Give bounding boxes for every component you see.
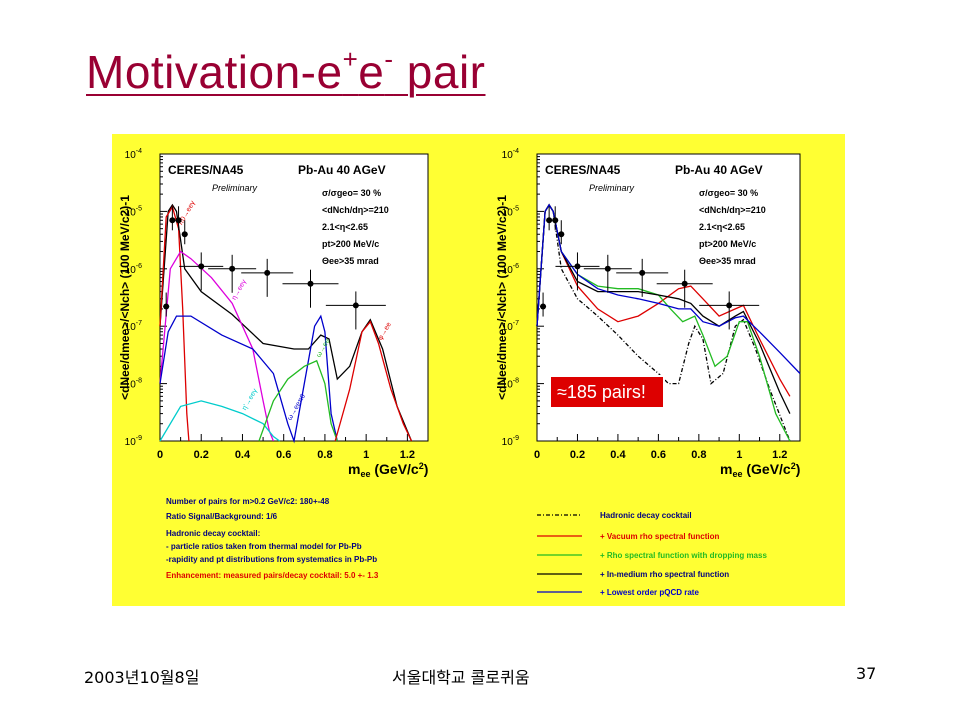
data-point <box>558 231 565 238</box>
y-axis-label: <dNee/dmee>/<Nch> (100 MeV/c2)-1 <box>495 195 509 400</box>
cut-label: 2.1<η<2.65 <box>322 222 368 232</box>
cut-label: Θee>35 mrad <box>322 256 379 266</box>
x-tick-label: 0.6 <box>276 449 291 461</box>
preliminary-label: Preliminary <box>589 183 635 193</box>
cut-label: σ/σgeo= 30 % <box>322 188 381 198</box>
cut-label: pt>200 MeV/c <box>322 239 379 249</box>
data-point <box>163 303 170 310</box>
series-line <box>334 320 413 442</box>
annotation-line: Enhancement: measured pairs/decay cockta… <box>166 571 379 580</box>
series-line <box>536 203 801 374</box>
figure-panel: 0 0.2 0.4 0.6 0.8 1 1.2 10-9 10-8 10-7 10-6 10-5 10-… <box>112 134 845 606</box>
slide-title: Motivation-e+e- pair <box>86 44 486 98</box>
series-line <box>258 359 338 442</box>
system-label: Pb-Au 40 AGeV <box>675 163 763 177</box>
cut-label: <dNch/dη>=210 <box>322 205 389 215</box>
callout-box <box>549 375 665 409</box>
data-point <box>175 217 182 224</box>
x-axis-label: mee (GeV/c2) <box>720 461 800 479</box>
plot-frame <box>159 153 429 442</box>
data-point <box>181 231 188 238</box>
y-tick-label: 10-9 <box>125 435 142 448</box>
x-tick-label: 0.8 <box>317 449 332 461</box>
cut-label: <dNch/dη>=210 <box>699 205 766 215</box>
annotation-line: Hadronic decay cocktail: <box>166 529 260 538</box>
annotation-line: - particle ratios taken from thermal mod… <box>166 542 362 551</box>
legend-label: + Vacuum rho spectral function <box>600 532 719 541</box>
x-tick-label: 0.4 <box>235 449 251 461</box>
series-line <box>159 250 275 442</box>
series-line <box>159 314 338 444</box>
cut-label: σ/σgeo= 30 % <box>699 188 758 198</box>
data-point <box>639 269 646 276</box>
system-label: Pb-Au 40 AGeV <box>298 163 386 177</box>
x-tick-label: 0 <box>534 449 540 461</box>
cut-label: 2.1<η<2.65 <box>699 222 745 232</box>
series-line <box>536 203 791 442</box>
x-tick-label: 1.2 <box>772 449 787 461</box>
x-tick-label: 0.6 <box>651 449 666 461</box>
data-point <box>552 217 559 224</box>
x-tick-label: 1 <box>736 449 742 461</box>
x-tick-label: 0.8 <box>691 449 706 461</box>
data-point <box>307 280 314 287</box>
x-tick-label: 0 <box>157 449 163 461</box>
x-tick-label: 0.2 <box>194 449 209 461</box>
annotation-line: Ratio Signal/Background: 1/6 <box>166 512 278 521</box>
experiment-label: CERES/NA45 <box>545 163 621 177</box>
series-line <box>159 203 413 442</box>
y-tick-label: 10-4 <box>125 148 142 161</box>
page-number: 37 <box>856 664 877 683</box>
preliminary-label: Preliminary <box>212 183 258 193</box>
x-tick-label: 1.2 <box>400 449 415 461</box>
chart-2: 0 0.2 0.4 0.6 0.8 1 1.210-910-810-710-610-510-… <box>495 148 801 479</box>
data-point <box>198 263 205 270</box>
cut-label: Θee>35 mrad <box>699 256 756 266</box>
plots-canvas: 0 0.2 0.4 0.6 0.8 1 1.210-910-810-710-610-510-… <box>118 148 801 597</box>
chart-1: 0 0.2 0.4 0.6 0.8 1 1.210-910-810-710-610-510-… <box>118 148 429 479</box>
legend-label: Hadronic decay cocktail <box>600 511 692 520</box>
legend-label: + Lowest order pQCD rate <box>600 588 699 597</box>
x-axis-label: mee (GeV/c2) <box>348 461 428 479</box>
annotation-line: -rapidity and pt distributions from syst… <box>166 555 377 564</box>
footer-date: 2003년10월8일 <box>84 668 200 687</box>
data-point <box>229 265 236 272</box>
data-point <box>264 269 271 276</box>
data-point <box>352 302 359 309</box>
series-line <box>159 400 280 442</box>
experiment-label: CERES/NA45 <box>168 163 244 177</box>
x-tick-label: 0.2 <box>570 449 585 461</box>
data-point <box>726 302 733 309</box>
data-point <box>604 265 611 272</box>
data-point <box>540 303 547 310</box>
data-point <box>574 263 581 270</box>
footer-institution: 서울대학교 콜로퀴움 <box>392 668 530 687</box>
data-point <box>681 280 688 287</box>
callout-text: ≈185 pairs! <box>557 382 646 402</box>
x-tick-label: 1 <box>363 449 369 461</box>
data-point <box>169 217 176 224</box>
x-tick-label: 0.4 <box>610 449 626 461</box>
legend-label: + Rho spectral function with dropping ma… <box>600 551 767 560</box>
y-axis-label: <dNee/dmee>/<Nch> (100 MeV/c2)-1 <box>118 195 132 400</box>
y-tick-label: 10-9 <box>502 435 519 448</box>
y-tick-label: 10-4 <box>502 148 519 161</box>
data-point <box>546 217 553 224</box>
cut-label: pt>200 MeV/c <box>699 239 756 249</box>
legend-label: + In-medium rho spectral function <box>600 570 729 579</box>
annotation-line: Number of pairs for m>0.2 GeV/c2: 180+-4… <box>166 497 330 506</box>
